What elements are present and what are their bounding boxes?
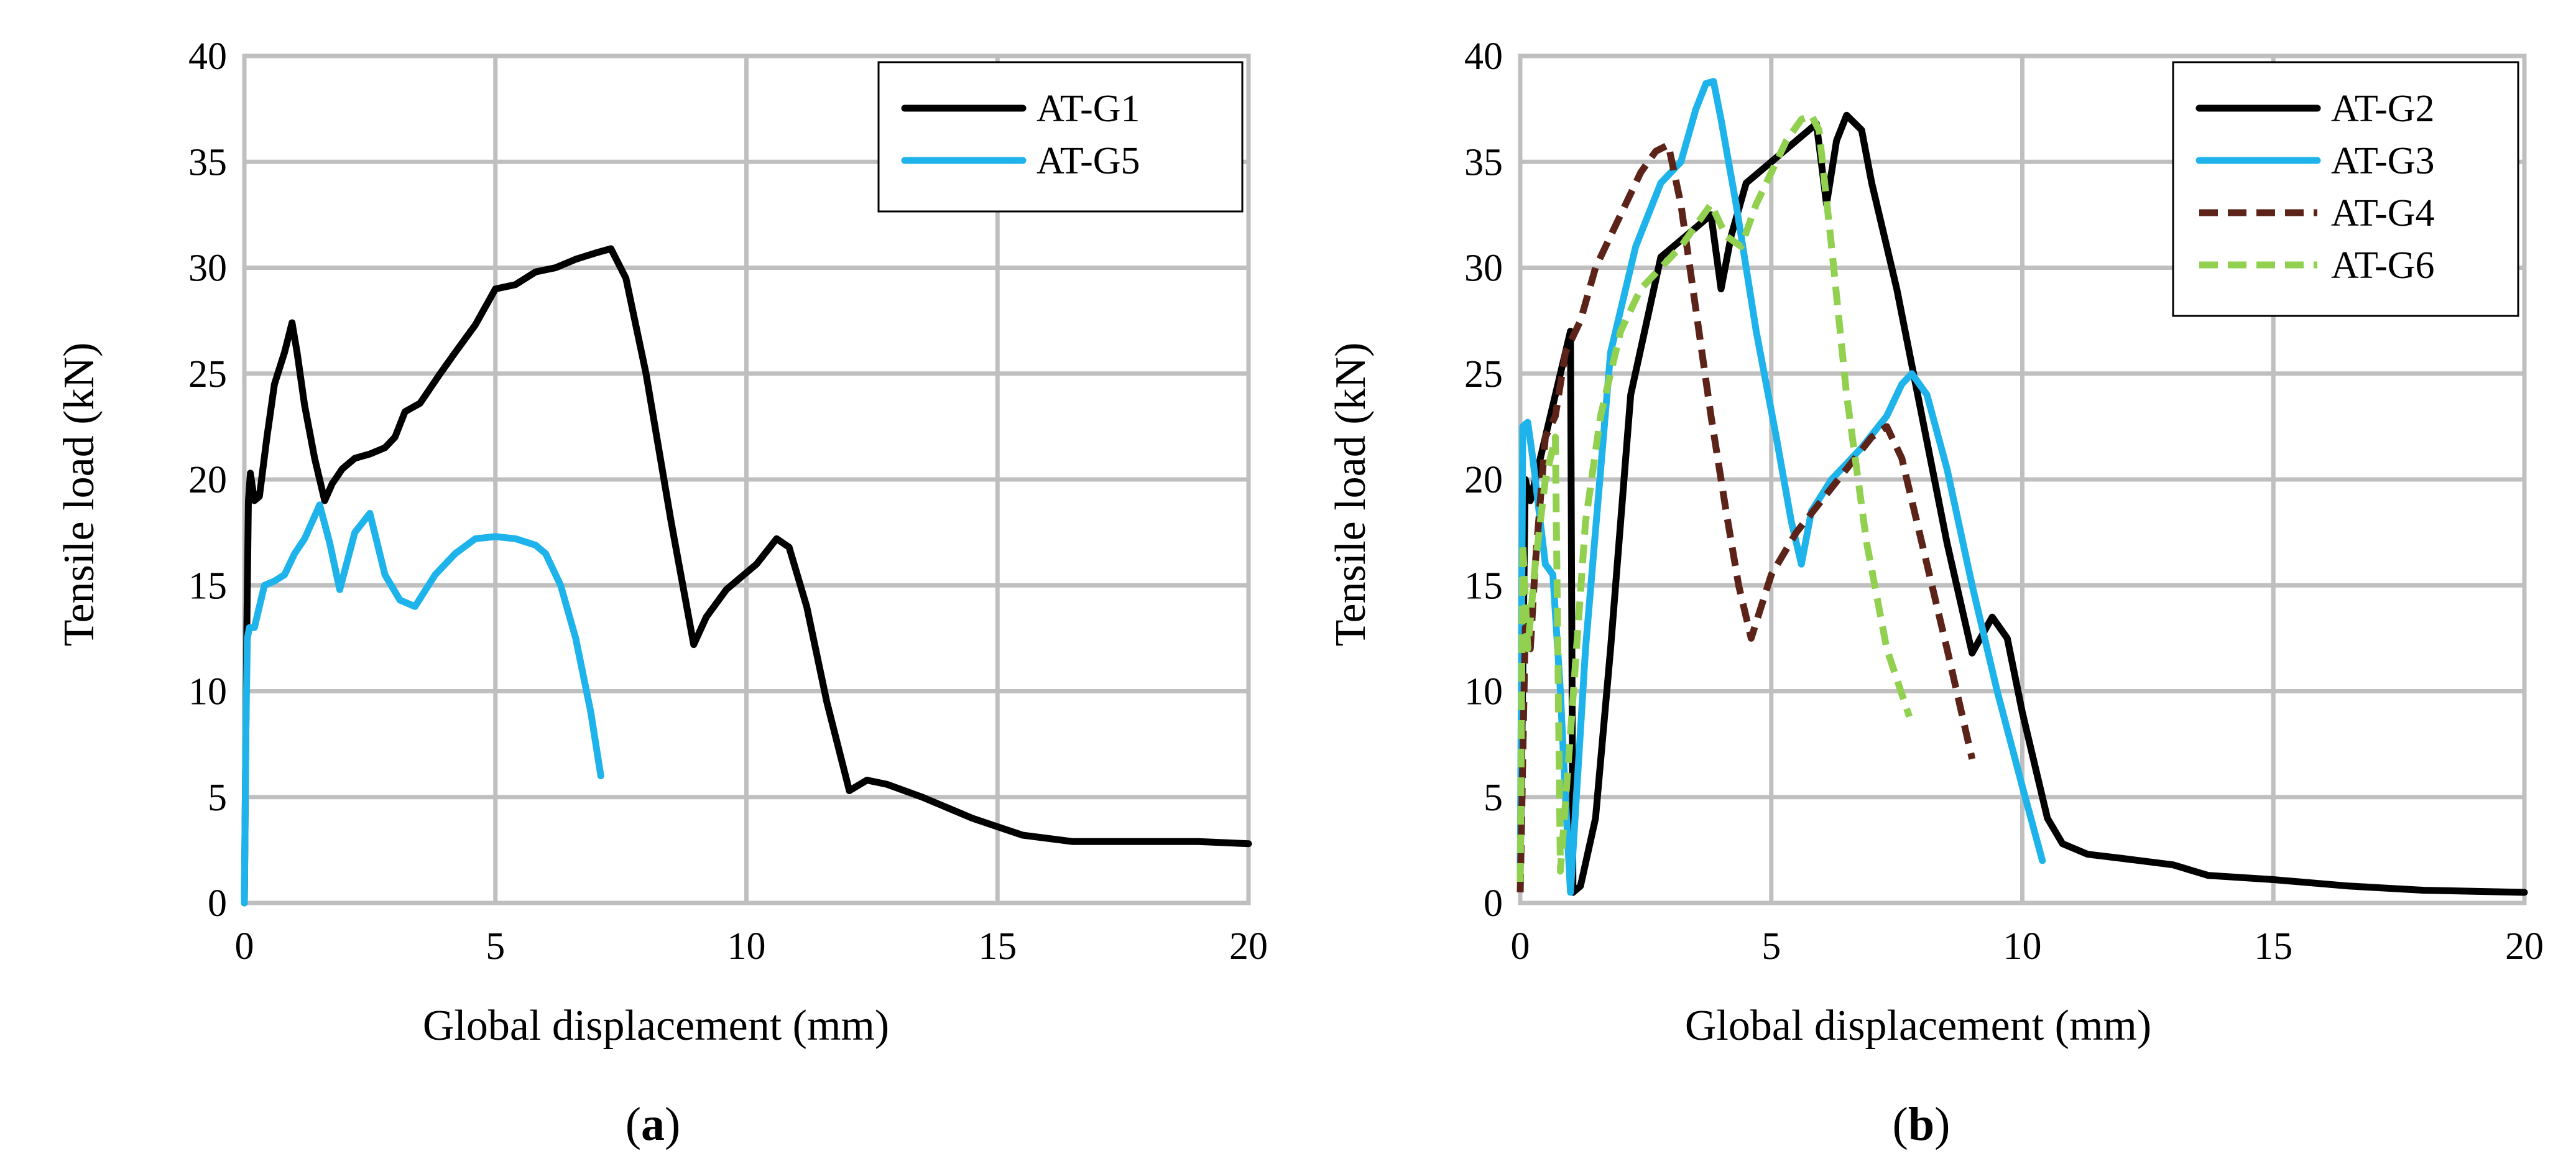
panel-a-y-tick-label: 15 <box>188 565 227 607</box>
panel-a-y-tick-label: 20 <box>188 459 227 501</box>
panel-b-y-tick-label: 0 <box>1484 882 1503 925</box>
panel-b-y-tick-label: 40 <box>1464 35 1503 78</box>
panel-a-y-tick-label: 5 <box>208 777 227 819</box>
panel-b-y-tick-label: 35 <box>1464 141 1503 183</box>
panel-b-series-at-g4-line <box>1517 141 1976 893</box>
panel-b-x-tick-label: 0 <box>1511 925 1530 968</box>
panel-b-caption: (b) <box>1893 1098 1950 1150</box>
panel-b-caption-letter: b <box>1908 1098 1934 1150</box>
panel-b-x-tick-label: 20 <box>2505 925 2544 968</box>
panel-a-caption-open: ( <box>626 1098 641 1150</box>
panel-a-legend-label-at-g5: AT-G5 <box>1036 140 1140 182</box>
panel-b-y-tick-label: 25 <box>1464 353 1503 396</box>
panel-a-caption-letter: a <box>641 1098 665 1150</box>
panel-a-legend-label-at-g1: AT-G1 <box>1036 88 1140 130</box>
panel-a-y-axis-label: Tensile load (kN) <box>55 343 103 647</box>
panel-a-y-tick-label: 0 <box>208 882 227 925</box>
panel-b-legend-box <box>2172 61 2519 317</box>
panel-b-y-tick-label: 30 <box>1464 248 1503 290</box>
panel-b-series-at-g6-line <box>1517 111 1913 882</box>
panel-a-y-tick-label: 40 <box>188 35 227 78</box>
panel-b: Tensile load (kN) Global displacement (m… <box>1327 35 2544 1150</box>
panel-a-x-tick-label: 0 <box>235 925 254 968</box>
panel-b-y-tick-label: 15 <box>1464 565 1503 607</box>
panel-a-plot-frame <box>242 53 1251 905</box>
panel-b-x-tick-label: 15 <box>2254 925 2292 968</box>
panel-b-y-axis-label: Tensile load (kN) <box>1327 343 1375 647</box>
panel-a-series-at-g1-line <box>241 245 1252 907</box>
panel-a-y-tick-label: 25 <box>188 353 227 396</box>
panel-b-legend-label-at-g3: AT-G3 <box>2331 140 2435 182</box>
panel-b-caption-open: ( <box>1893 1098 1908 1150</box>
panel-a-y-tick-label: 30 <box>188 248 227 290</box>
panel-a-x-tick-label: 15 <box>978 925 1017 968</box>
panel-a-x-tick-label: 5 <box>486 925 505 968</box>
panel-a-caption: (a) <box>626 1098 681 1150</box>
panel-a-series-at-g5-line <box>241 501 604 907</box>
panel-a-caption-close: ) <box>665 1098 680 1150</box>
panel-a-x-tick-label: 10 <box>727 925 766 968</box>
panel-b-y-tick-label: 20 <box>1464 459 1503 501</box>
panel-a: Tensile load (kN) Global displacement (m… <box>55 35 1268 1150</box>
panel-a-y-tick-label: 35 <box>188 141 227 183</box>
panel-b-legend-label-at-g4: AT-G4 <box>2331 192 2435 234</box>
panel-a-x-tick-label: 20 <box>1229 925 1268 968</box>
panel-b-legend-label-at-g2: AT-G2 <box>2331 88 2435 130</box>
panel-a-y-tick-label: 10 <box>188 671 227 713</box>
panel-b-x-tick-label: 10 <box>2003 925 2042 968</box>
panel-b-legend-label-at-g6: AT-G6 <box>2331 244 2435 287</box>
panel-b-y-tick-label: 10 <box>1464 671 1503 713</box>
panel-b-y-tick-label: 5 <box>1484 777 1503 819</box>
panel-a-legend-box <box>877 61 1244 213</box>
panel-b-caption-close: ) <box>1934 1098 1950 1150</box>
panel-b-x-axis-label: Global displacement (mm) <box>1685 1002 2151 1050</box>
panel-b-x-tick-label: 5 <box>1761 925 1781 968</box>
panel-b-series-at-g2-line <box>1517 111 2528 896</box>
panel-b-series-at-g3-line <box>1517 78 2046 896</box>
panel-a-x-axis-label: Global displacement (mm) <box>423 1002 889 1050</box>
